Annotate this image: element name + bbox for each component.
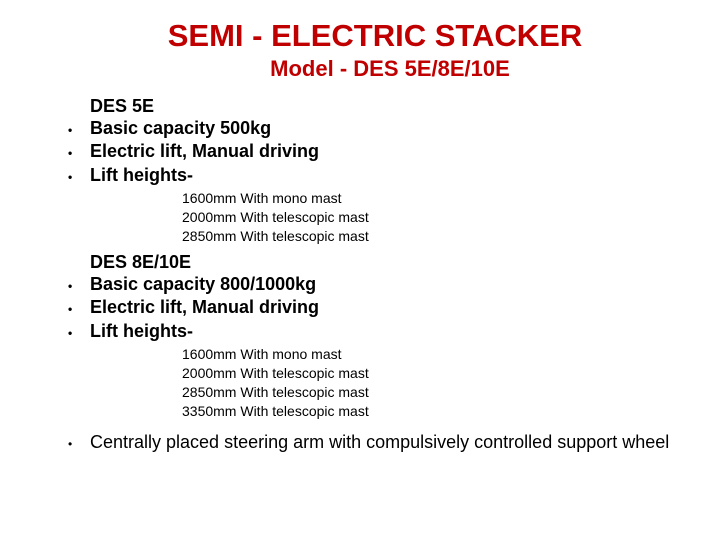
- slide-container: SEMI - ELECTRIC STACKER Model - DES 5E/8…: [0, 0, 720, 473]
- bullet-icon: •: [66, 170, 90, 186]
- section1-heading: DES 5E: [90, 96, 680, 117]
- bullet-text: Electric lift, Manual driving: [90, 296, 680, 319]
- bullet-item: • Lift heights-: [66, 320, 680, 343]
- sub-item: 3350mm With telescopic mast: [182, 402, 680, 421]
- slide-title: SEMI - ELECTRIC STACKER: [70, 18, 680, 54]
- sub-item: 1600mm With mono mast: [182, 345, 680, 364]
- sub-item: 2850mm With telescopic mast: [182, 383, 680, 402]
- bullet-icon: •: [66, 123, 90, 139]
- bullet-icon: •: [66, 437, 90, 452]
- final-bullet: • Centrally placed steering arm with com…: [66, 431, 680, 454]
- final-bullet-text: Centrally placed steering arm with compu…: [90, 431, 680, 454]
- bullet-icon: •: [66, 326, 90, 342]
- bullet-icon: •: [66, 146, 90, 162]
- bullet-text: Lift heights-: [90, 320, 680, 343]
- bullet-text: Electric lift, Manual driving: [90, 140, 680, 163]
- bullet-icon: •: [66, 279, 90, 295]
- section1-sublist: 1600mm With mono mast 2000mm With telesc…: [182, 189, 680, 246]
- sub-item: 1600mm With mono mast: [182, 189, 680, 208]
- slide-subtitle: Model - DES 5E/8E/10E: [100, 56, 680, 82]
- sub-item: 2000mm With telescopic mast: [182, 208, 680, 227]
- bullet-item: • Electric lift, Manual driving: [66, 296, 680, 319]
- bullet-text: Basic capacity 800/1000kg: [90, 273, 680, 296]
- bullet-item: • Electric lift, Manual driving: [66, 140, 680, 163]
- content-area: DES 5E • Basic capacity 500kg • Electric…: [66, 96, 680, 453]
- bullet-item: • Lift heights-: [66, 164, 680, 187]
- bullet-icon: •: [66, 302, 90, 318]
- section2-heading: DES 8E/10E: [90, 252, 680, 273]
- bullet-text: Lift heights-: [90, 164, 680, 187]
- sub-item: 2850mm With telescopic mast: [182, 227, 680, 246]
- bullet-item: • Basic capacity 500kg: [66, 117, 680, 140]
- bullet-text: Basic capacity 500kg: [90, 117, 680, 140]
- bullet-item: • Basic capacity 800/1000kg: [66, 273, 680, 296]
- section2-sublist: 1600mm With mono mast 2000mm With telesc…: [182, 345, 680, 421]
- sub-item: 2000mm With telescopic mast: [182, 364, 680, 383]
